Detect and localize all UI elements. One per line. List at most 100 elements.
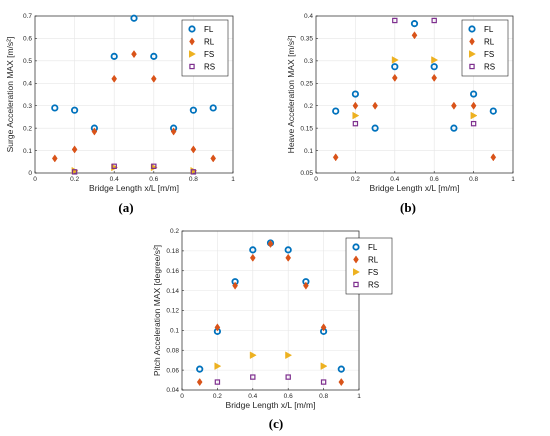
data-point-rs	[392, 17, 398, 24]
data-point-rl	[338, 378, 345, 387]
data-point-rs	[151, 163, 157, 169]
data-point-fl	[110, 52, 118, 60]
data-point-rl	[91, 127, 98, 136]
data-point-rl	[51, 154, 58, 163]
legend-marker-rl	[353, 255, 359, 264]
x-tick-label: 0.6	[149, 176, 158, 183]
y-tick-label: 0.08	[166, 347, 179, 354]
data-point-fl	[130, 14, 138, 22]
data-point-rl	[131, 50, 137, 59]
data-point-fl	[337, 365, 345, 373]
data-point-fl	[332, 107, 340, 115]
y-tick-label: 0.35	[300, 36, 313, 43]
data-point-fs	[285, 351, 293, 360]
legend-label-rl: RL	[484, 38, 495, 47]
data-point-fl	[249, 246, 257, 254]
x-tick-label: 0.2	[351, 176, 360, 183]
y-tick-label: 0.1	[304, 148, 313, 155]
data-point-rs	[352, 120, 359, 127]
data-point-rs	[71, 169, 78, 175]
data-point-fs	[249, 351, 257, 360]
y-tick-label: 0.16	[166, 268, 179, 275]
y-tick-label: 0.2	[23, 125, 32, 132]
data-point-rl	[210, 154, 217, 163]
y-tick-label: 0.2	[170, 228, 179, 235]
data-point-fs	[352, 111, 360, 120]
panel-label: (a)	[118, 200, 133, 215]
y-tick-label: 0.1	[23, 148, 32, 155]
y-tick-label: 0.1	[170, 328, 179, 335]
data-point-rl	[352, 101, 359, 110]
data-point-rs	[214, 379, 221, 385]
legend-marker-fs	[353, 268, 360, 276]
panel-label: (c)	[269, 416, 283, 431]
data-point-rl	[320, 323, 327, 332]
data-point-rs	[320, 379, 327, 385]
y-axis-label: Surge Acceleration MAX [m/s²]	[5, 37, 15, 153]
legend-marker-rs	[189, 63, 195, 70]
data-point-fl	[450, 124, 458, 132]
legend-label-fs: FS	[368, 268, 378, 277]
data-point-rs	[250, 374, 256, 380]
data-point-fs	[111, 163, 119, 172]
data-point-rl	[303, 281, 309, 290]
legend-label-rl: RL	[368, 256, 379, 265]
y-tick-label: 0.3	[23, 103, 32, 110]
legend-label-fl: FL	[368, 243, 378, 252]
data-point-rl	[490, 153, 497, 162]
data-point-rl	[332, 153, 339, 162]
x-tick-label: 0.2	[213, 393, 222, 400]
x-axis-label: Bridge Length x/L [m/m]	[89, 183, 179, 193]
y-tick-label: 0.15	[300, 125, 313, 132]
x-tick-label: 0.8	[189, 176, 198, 183]
data-point-rl	[470, 101, 477, 110]
x-tick-label: 0.4	[110, 176, 119, 183]
data-point-fs	[391, 56, 399, 64]
legend-label-fs: FS	[484, 50, 494, 59]
legend-marker-fl	[352, 243, 360, 251]
legend-label-rs: RS	[204, 63, 215, 72]
data-point-fl	[71, 106, 79, 114]
y-axis-label: Pitch Acceleration MAX [degree/s²]	[152, 245, 162, 376]
data-point-rl	[285, 253, 292, 262]
x-tick-label: 0.4	[390, 176, 399, 183]
data-point-fs	[470, 111, 478, 120]
legend-marker-fl	[468, 25, 476, 33]
data-point-fs	[190, 166, 198, 175]
legend: FL RL FS RS	[461, 19, 509, 77]
x-tick-label: 0	[33, 176, 37, 183]
data-point-rl	[170, 127, 177, 136]
data-point-rs	[470, 120, 477, 127]
legend: FL RL FS RS	[181, 19, 229, 77]
data-point-fl	[150, 52, 158, 60]
data-point-fl	[189, 106, 197, 114]
x-tick-label: 0.6	[430, 176, 439, 183]
y-tick-label: 0	[28, 170, 32, 177]
data-point-rl	[411, 31, 418, 40]
y-tick-label: 0.5	[23, 58, 32, 65]
data-point-rl	[372, 101, 378, 110]
x-axis-label: Bridge Length x/L [m/m]	[226, 400, 316, 410]
chart-heave-acceleration: 0 0.2 0.4 0.6 0.8 1 0.05 0.1 0.15 0.2 0.25 0.3 0.35 0…	[286, 13, 515, 215]
data-point-fs	[431, 56, 439, 64]
data-point-fl	[489, 107, 497, 115]
chart-pitch-acceleration: 0 0.2 0.4 0.6 0.8 1 0.04 0.06 0.08 0.1 0.12 0.14 0.1…	[152, 228, 393, 431]
y-tick-label: 0.4	[23, 80, 32, 87]
legend-label-rs: RS	[484, 63, 495, 72]
data-point-rl	[150, 74, 157, 83]
data-point-fl	[430, 63, 438, 71]
data-point-rl	[249, 253, 256, 262]
legend-marker-rs	[469, 63, 475, 70]
y-tick-label: 0.25	[300, 80, 313, 87]
data-point-rl	[267, 239, 274, 248]
data-point-rs	[111, 163, 117, 169]
legend-marker-rs	[353, 281, 359, 288]
y-tick-label: 0.2	[304, 103, 313, 110]
data-point-fs	[320, 362, 328, 370]
legend: FL RL FS RS	[345, 237, 393, 295]
legend-label-fl: FL	[484, 25, 494, 34]
data-point-rl	[431, 73, 438, 82]
y-tick-label: 0.04	[166, 387, 179, 394]
y-tick-label: 0.12	[166, 308, 179, 315]
data-point-rl	[190, 145, 197, 154]
